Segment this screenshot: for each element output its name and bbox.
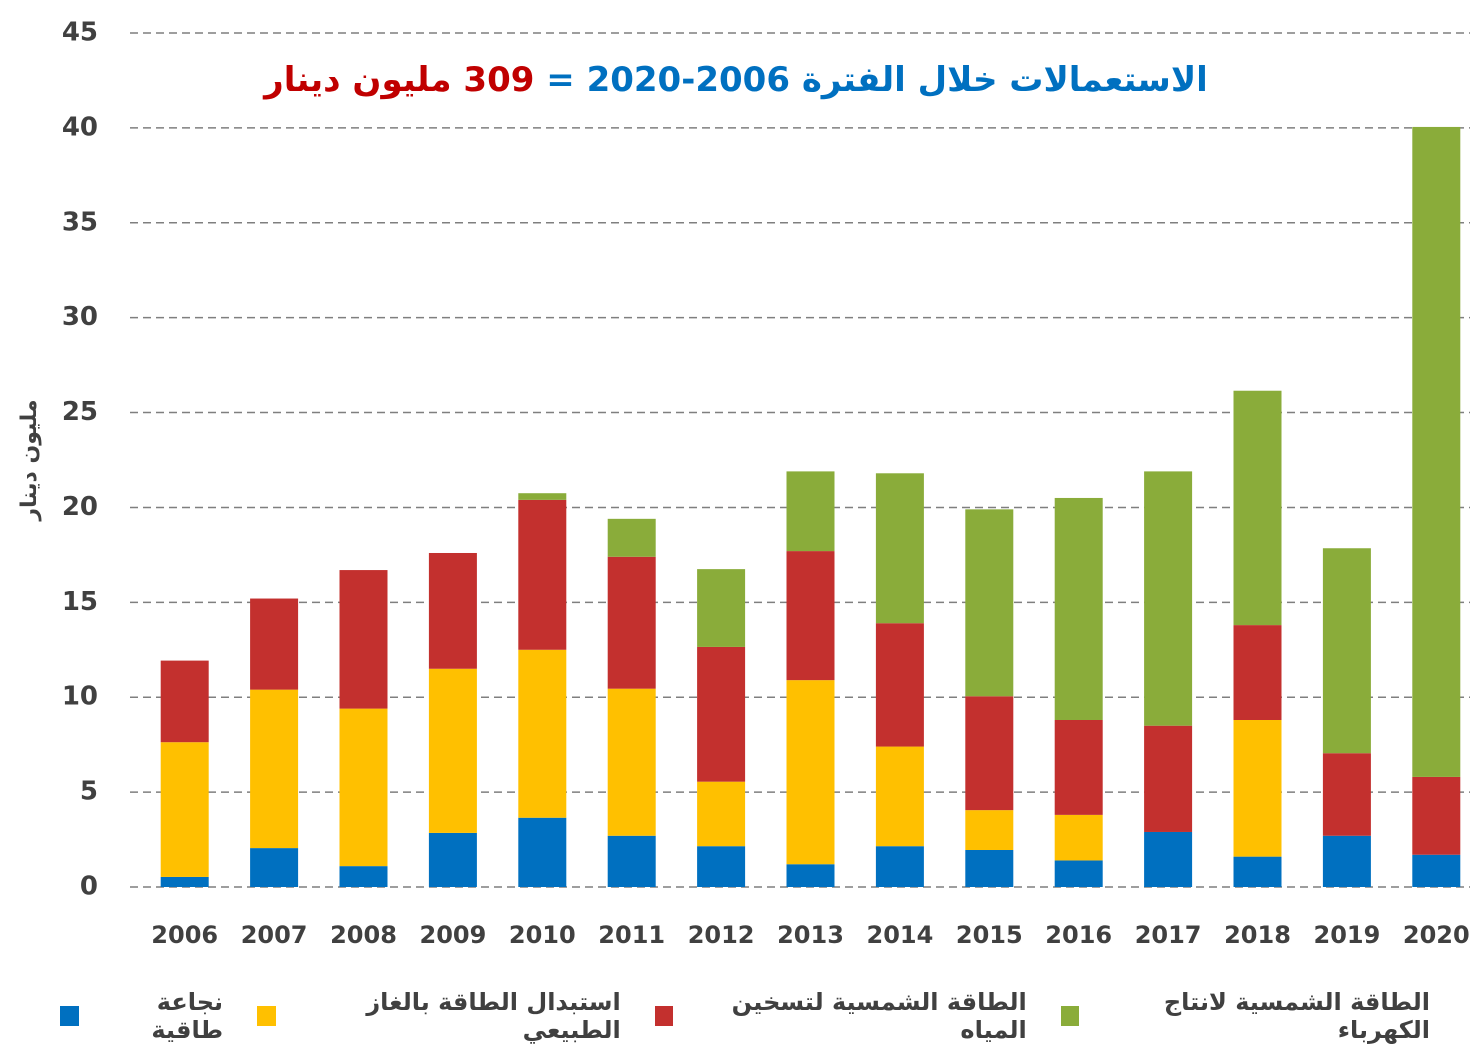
bar-segment bbox=[697, 846, 746, 887]
bar-segment bbox=[1054, 497, 1103, 720]
y-tick-label: 5 bbox=[80, 777, 98, 807]
bar-segment bbox=[1233, 856, 1282, 887]
x-tick-label: 2011 bbox=[598, 921, 665, 949]
bar-segment bbox=[518, 493, 567, 500]
bar-segment bbox=[428, 552, 477, 669]
bar-segment bbox=[518, 649, 567, 818]
bar-segment bbox=[1412, 126, 1461, 777]
bar-segment bbox=[160, 742, 209, 877]
bar-segment bbox=[607, 688, 656, 836]
bar-segment bbox=[875, 623, 924, 747]
bar-segment bbox=[339, 708, 388, 867]
y-tick-label: 15 bbox=[62, 587, 98, 617]
x-tick-label: 2006 bbox=[151, 921, 218, 949]
x-tick-label: 2018 bbox=[1224, 921, 1291, 949]
bar-segment bbox=[1144, 471, 1193, 726]
bar-segment bbox=[339, 570, 388, 709]
chart: مليون دينار 0 5 10 15 20 25 30 35 40 45 2006 2007 20… bbox=[17, 18, 1470, 949]
title-part: 309 مليون دينار bbox=[264, 60, 535, 100]
bar-segment bbox=[1054, 860, 1103, 887]
bar-segment bbox=[1412, 854, 1461, 887]
x-tick-label: 2014 bbox=[867, 921, 934, 949]
title-part: الاستعمالات خلال الفترة 2006-2020 = bbox=[546, 60, 1208, 100]
legend-label: استبدال الطاقة بالغاز الطبيعي bbox=[366, 988, 621, 1044]
y-tick-label: 0 bbox=[80, 872, 98, 902]
bar-segment bbox=[786, 471, 835, 552]
legend-item: نجاعة طاقية bbox=[60, 988, 223, 1044]
bar-segment bbox=[1054, 814, 1103, 861]
y-tick-label: 35 bbox=[62, 207, 98, 237]
legend: الطاقة الشمسية لانتاج الكهرباء الطاقة الش… bbox=[60, 988, 1430, 1044]
bar-segment bbox=[875, 846, 924, 887]
y-tick-label: 45 bbox=[62, 18, 98, 48]
bar-segment bbox=[875, 473, 924, 624]
x-tick-label: 2008 bbox=[330, 921, 397, 949]
bar-segment bbox=[250, 848, 299, 887]
bar-segment bbox=[697, 781, 746, 847]
bar-segment bbox=[1233, 390, 1282, 626]
bar-segment bbox=[1322, 753, 1371, 836]
bar-segment bbox=[965, 696, 1014, 811]
bar-segment bbox=[339, 866, 388, 887]
legend-label: الطاقة الشمسية لتسخين المياه bbox=[731, 988, 1027, 1044]
bar-segment bbox=[965, 810, 1014, 850]
chart-title: الاستعمالات خلال الفترة 2006-2020 = 309 … bbox=[0, 60, 1472, 100]
bar-segment bbox=[697, 569, 746, 647]
x-tick-label: 2020 bbox=[1403, 921, 1470, 949]
bar-segment bbox=[786, 680, 835, 865]
legend-item: الطاقة الشمسية لتسخين المياه bbox=[654, 988, 1027, 1044]
x-tick-label: 2015 bbox=[956, 921, 1023, 949]
bar-segment bbox=[250, 689, 299, 849]
legend-swatch bbox=[654, 1006, 674, 1026]
bar-segment bbox=[160, 876, 209, 887]
legend-swatch bbox=[257, 1006, 276, 1026]
bar-segment bbox=[607, 518, 656, 557]
y-tick-label: 40 bbox=[62, 112, 98, 142]
bar-segment bbox=[518, 817, 567, 887]
x-tick-label: 2019 bbox=[1314, 921, 1381, 949]
bar-segment bbox=[875, 746, 924, 847]
y-tick-label: 20 bbox=[62, 492, 98, 522]
bar-segment bbox=[697, 646, 746, 782]
legend-swatch bbox=[1060, 1006, 1080, 1026]
bar-segment bbox=[1233, 625, 1282, 720]
bar-segment bbox=[965, 849, 1014, 887]
x-tick-label: 2017 bbox=[1135, 921, 1202, 949]
bar-segment bbox=[428, 668, 477, 833]
legend-label: الطاقة الشمسية لانتاج الكهرباء bbox=[1163, 988, 1430, 1044]
bar-segment bbox=[428, 832, 477, 887]
x-tick-label: 2007 bbox=[241, 921, 308, 949]
x-tick-label: 2013 bbox=[777, 921, 844, 949]
bar-segment bbox=[1233, 719, 1282, 857]
x-tick-label: 2012 bbox=[688, 921, 755, 949]
bar-segment bbox=[1144, 831, 1193, 887]
x-tick-label: 2009 bbox=[420, 921, 487, 949]
legend-swatch bbox=[60, 1006, 79, 1026]
bar-segment bbox=[786, 551, 835, 681]
bar-segment bbox=[1144, 725, 1193, 832]
y-axis-label: مليون دينار bbox=[17, 399, 42, 521]
y-tick-label: 30 bbox=[62, 302, 98, 332]
legend-item: الطاقة الشمسية لانتاج الكهرباء bbox=[1060, 988, 1430, 1044]
bar-segment bbox=[607, 556, 656, 689]
legend-item: استبدال الطاقة بالغاز الطبيعي bbox=[257, 988, 621, 1044]
bar-segment bbox=[1412, 776, 1461, 855]
y-tick-label: 25 bbox=[62, 397, 98, 427]
bar-segment bbox=[1322, 835, 1371, 887]
y-tick-label: 10 bbox=[62, 682, 98, 712]
bar-segment bbox=[786, 864, 835, 887]
bar-segment bbox=[518, 499, 567, 650]
bar-segment bbox=[160, 660, 209, 743]
bar-segment bbox=[965, 509, 1014, 697]
bar-segment bbox=[607, 835, 656, 887]
bar-segment bbox=[1322, 548, 1371, 754]
x-tick-label: 2010 bbox=[509, 921, 576, 949]
legend-label: نجاعة طاقية bbox=[151, 988, 224, 1044]
x-tick-label: 2016 bbox=[1045, 921, 1112, 949]
bar-segment bbox=[250, 598, 299, 690]
bar-segment bbox=[1054, 719, 1103, 815]
